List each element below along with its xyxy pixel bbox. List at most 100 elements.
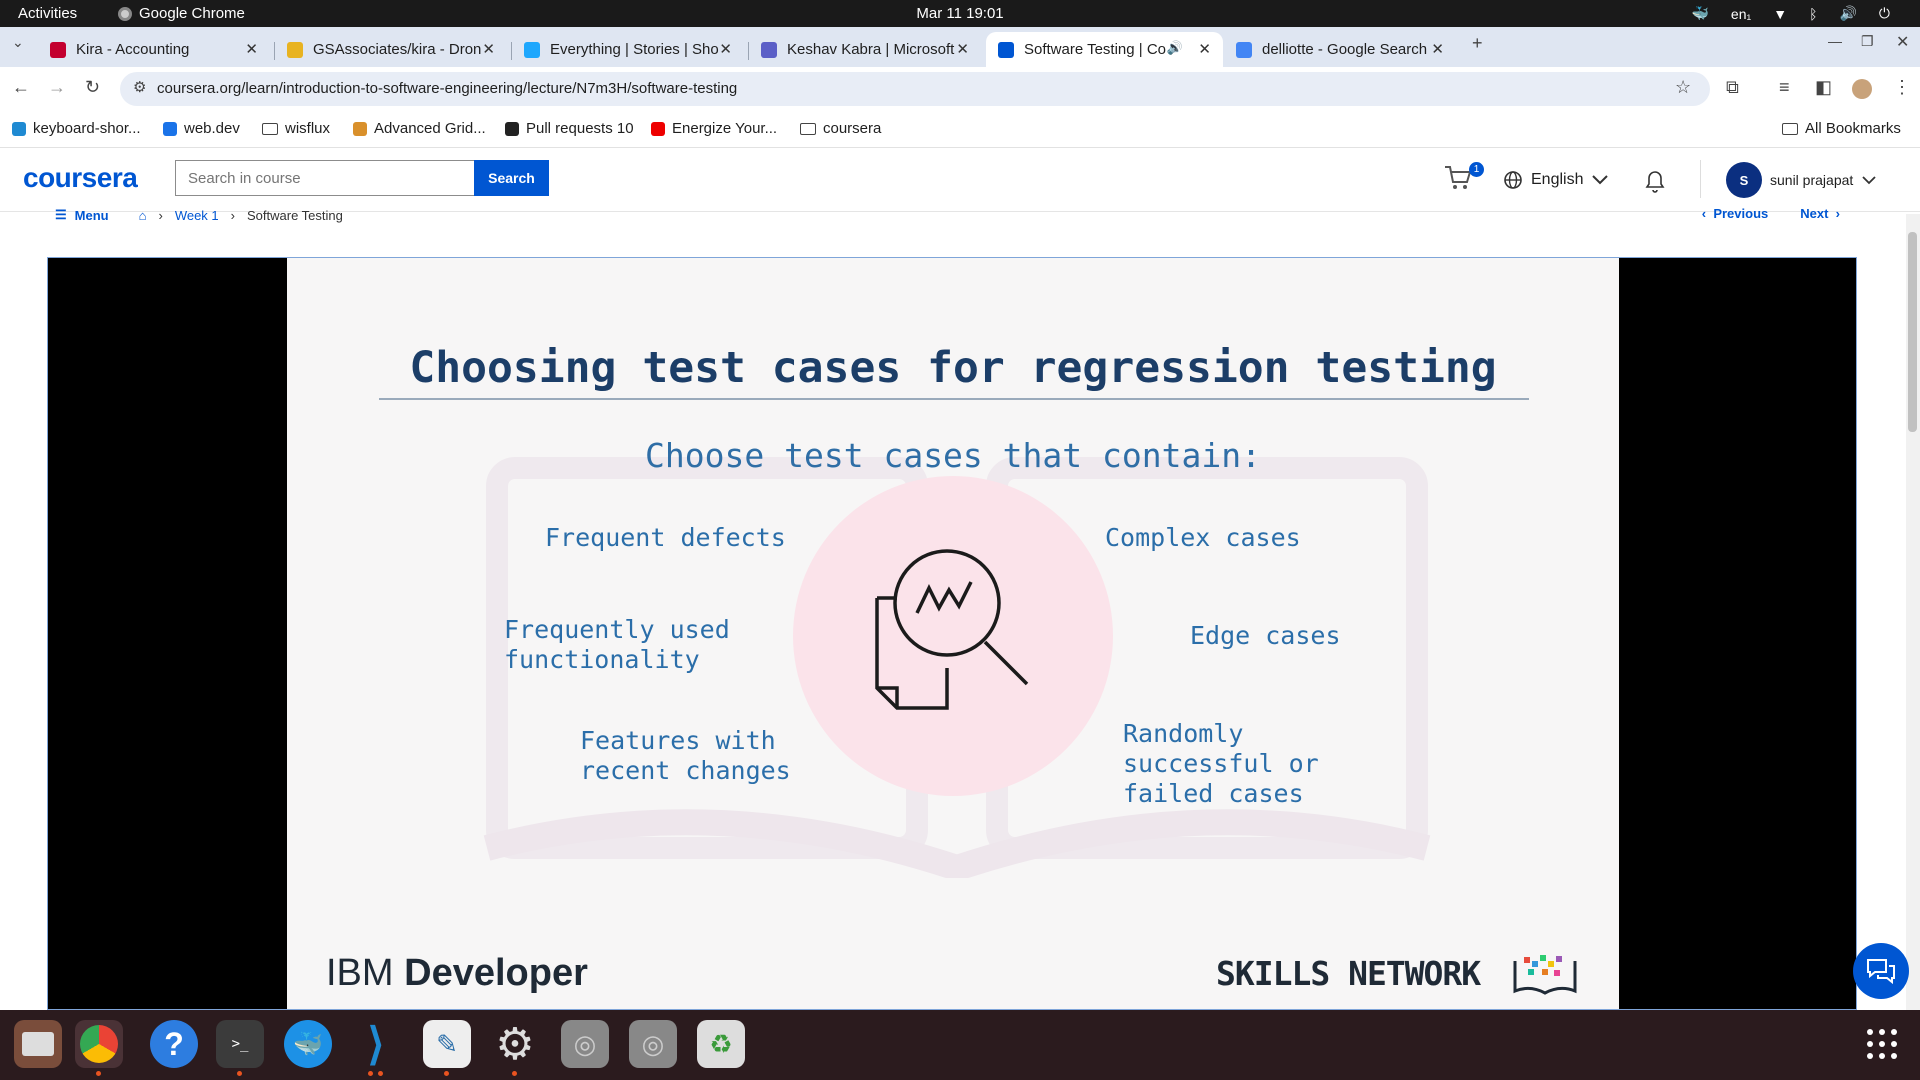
close-tab-icon[interactable]: ✕ [482, 41, 495, 58]
tab-strip: ⌄ Kira - Accounting ✕ GSAssociates/kira - … [0, 27, 1920, 67]
folder-icon [22, 1032, 54, 1056]
audio-playing-icon[interactable]: 🔊 [1166, 40, 1183, 55]
google-icon [1236, 41, 1252, 58]
webdev-icon [163, 121, 177, 136]
header-divider [1700, 160, 1701, 198]
site-info-icon[interactable]: ⚙ [133, 79, 147, 96]
avatar: S [1726, 162, 1762, 198]
tab-1[interactable]: Kira - Accounting ✕ [38, 32, 270, 67]
text-editor-app-icon[interactable]: ✎ [423, 1020, 471, 1076]
chrome-dock-icon[interactable] [75, 1020, 123, 1076]
cart-icon[interactable] [1443, 164, 1473, 192]
tab-title: Software Testing | Co [1024, 41, 1167, 58]
breadcrumb-week[interactable]: Week 1 [174, 207, 219, 223]
clock[interactable]: Mar 11 19:01 [916, 5, 1004, 22]
bookmark-6[interactable]: Energize Your... [651, 120, 777, 137]
language-selector[interactable]: English [1503, 170, 1609, 190]
bookmark-2[interactable]: web.dev [163, 120, 240, 137]
new-tab-button[interactable]: + [1472, 33, 1483, 53]
tab-search-icon[interactable]: ⌄ [12, 34, 24, 50]
chrome-menu-icon[interactable]: ⋮ [1893, 77, 1911, 97]
extensions-icon[interactable]: ⧉ [1726, 77, 1739, 97]
files-app-icon[interactable] [14, 1020, 62, 1068]
disk-app-icon[interactable]: ◎ [561, 1020, 609, 1068]
title-divider [379, 398, 1529, 400]
tab-separator [748, 42, 749, 60]
docker-app-icon[interactable]: 🐳 [284, 1020, 332, 1068]
bookmark-3[interactable]: wisflux [262, 120, 330, 137]
user-menu[interactable]: S sunil prajapat [1726, 162, 1877, 198]
angular-icon [50, 41, 66, 58]
reload-icon[interactable]: ↻ [85, 77, 101, 97]
close-tab-icon[interactable]: ✕ [1431, 41, 1444, 58]
teams-icon [761, 41, 777, 58]
bookmark-4[interactable]: Advanced Grid... [353, 120, 486, 137]
menu-button[interactable]: ☰ Menu [55, 207, 109, 223]
system-top-bar: Activities Google Chrome Mar 11 19:01 🐳 … [0, 0, 1920, 27]
next-button[interactable]: Next › [1800, 206, 1840, 221]
wifi-icon: ▼ [1773, 5, 1788, 22]
bookmark-1[interactable]: keyboard-shor... [12, 120, 141, 137]
chevron-right-icon: › [1828, 206, 1840, 221]
tab-6[interactable]: delliotte - Google Search ✕ [1224, 32, 1456, 67]
coursera-logo[interactable]: coursera [23, 162, 138, 193]
all-bookmarks-label: All Bookmarks [1805, 120, 1901, 137]
show-apps-icon[interactable] [1858, 1020, 1906, 1068]
forward-icon[interactable]: → [48, 77, 66, 97]
bookmark-label: keyboard-shor... [33, 120, 141, 137]
close-tab-icon[interactable]: ✕ [719, 41, 732, 58]
all-bookmarks-button[interactable]: All Bookmarks [1782, 120, 1901, 137]
address-bar[interactable]: ⚙ coursera.org/learn/introduction-to-sof… [120, 72, 1710, 106]
vscode-icon [12, 121, 26, 136]
minimize-icon[interactable]: — [1828, 33, 1842, 49]
tab-5[interactable]: Software Testing | Co 🔊 ✕ [986, 32, 1223, 67]
vscode-app-icon[interactable]: ⟩ [352, 1020, 400, 1076]
search-button[interactable]: Search [474, 160, 549, 196]
app-menu[interactable]: Google Chrome [118, 5, 245, 22]
bookmark-7[interactable]: coursera [800, 120, 881, 137]
chevron-right-icon: › [230, 207, 235, 223]
profile-avatar-icon[interactable] [1852, 79, 1872, 99]
tab-2[interactable]: GSAssociates/kira - Dron ✕ [275, 32, 507, 67]
system-tray[interactable]: 🐳 en₁ ▼ ᛒ 🔊 ⏻ [1691, 5, 1890, 22]
menu-label: Menu [74, 207, 109, 223]
settings-app-icon[interactable]: ⚙ [491, 1020, 539, 1076]
back-icon[interactable]: ← [12, 77, 30, 97]
tab-4[interactable]: Keshav Kabra | Microsoft ✕ [749, 32, 981, 67]
terminal-app-icon[interactable]: >_ [216, 1020, 264, 1076]
trash-app-icon[interactable]: ♻ [697, 1020, 745, 1068]
url-text: coursera.org/learn/introduction-to-softw… [157, 80, 738, 97]
close-tab-icon[interactable]: ✕ [1198, 41, 1211, 58]
activities-button[interactable]: Activities [18, 5, 78, 22]
bookmark-5[interactable]: Pull requests 10 [505, 120, 634, 137]
close-tab-icon[interactable]: ✕ [956, 41, 969, 58]
close-tab-icon[interactable]: ✕ [245, 41, 258, 58]
search-input[interactable] [175, 160, 475, 196]
bookmark-label: Advanced Grid... [374, 120, 486, 137]
help-app-icon[interactable]: ? [150, 1020, 198, 1068]
aggrid-icon [353, 121, 367, 136]
left-item-1: Frequent defects [545, 523, 786, 552]
disk-app-icon[interactable]: ◎ [629, 1020, 677, 1068]
chat-button[interactable] [1853, 943, 1909, 999]
previous-button[interactable]: ‹ Previous [1702, 206, 1768, 221]
bookmark-star-icon[interactable]: ☆ [1675, 77, 1692, 97]
github-icon [505, 121, 519, 136]
video-player[interactable]: Choosing test cases for regression testi… [47, 257, 1857, 1010]
notifications-bell-icon[interactable] [1643, 168, 1667, 194]
app-name: Google Chrome [139, 5, 245, 22]
side-panel-icon[interactable]: ◧ [1815, 77, 1833, 97]
page-scrollbar-thumb[interactable] [1908, 232, 1917, 432]
media-controls-icon[interactable]: ≡ [1779, 77, 1790, 97]
chevron-down-icon [1592, 175, 1609, 185]
tab-3[interactable]: Everything | Stories | Sho ✕ [512, 32, 744, 67]
chevron-right-icon: › [158, 207, 163, 223]
left-item-2: Frequently used functionality [504, 615, 730, 674]
tab-title: Everything | Stories | Sho [550, 41, 719, 58]
close-window-icon[interactable]: ✕ [1896, 34, 1910, 51]
maximize-icon[interactable]: ❐ [1861, 33, 1874, 49]
magnifier-backdrop [793, 476, 1113, 796]
home-icon[interactable]: ⌂ [138, 207, 147, 223]
right-item-3: Randomly successful or failed cases [1123, 719, 1319, 808]
chevron-left-icon: ‹ [1701, 206, 1714, 221]
